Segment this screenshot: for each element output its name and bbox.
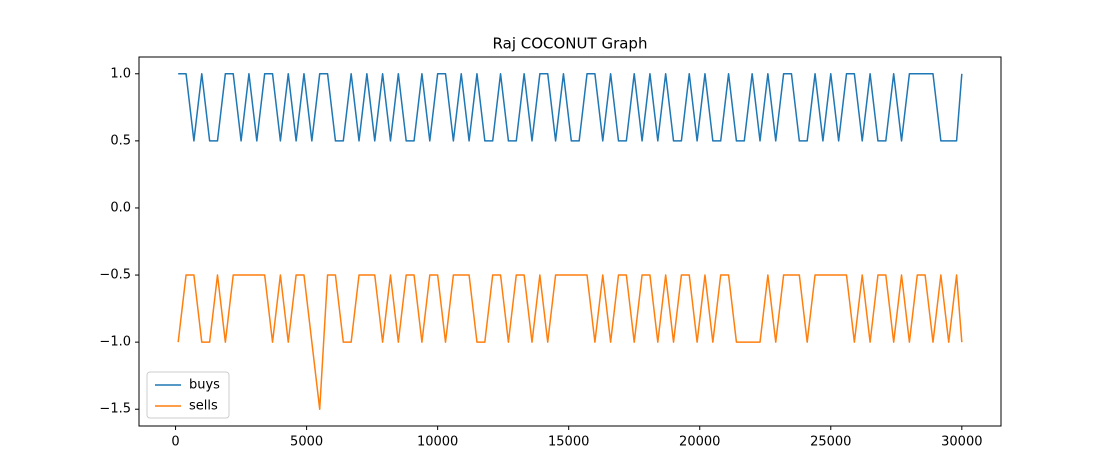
y-tick-label: 0.5 xyxy=(110,133,131,148)
y-tick-label: −1.5 xyxy=(99,402,131,417)
x-tick-label: 20000 xyxy=(679,435,720,450)
x-tick-label: 30000 xyxy=(941,435,982,450)
x-tick-label: 10000 xyxy=(417,435,458,450)
line-series xyxy=(177,274,963,410)
legend-label: sells xyxy=(189,399,218,414)
plot-frame xyxy=(138,56,1002,427)
x-tick-label: 25000 xyxy=(810,435,851,450)
x-tick-label: 0 xyxy=(171,435,179,450)
x-tick-label: 15000 xyxy=(548,435,589,450)
y-tick-label: −1.0 xyxy=(99,335,131,350)
legend: buys sells xyxy=(146,371,230,419)
y-tick-label: 1.0 xyxy=(110,66,131,81)
x-tick-label: 5000 xyxy=(290,435,323,450)
chart-title: Raj COCONUT Graph xyxy=(493,35,648,53)
y-tick-label: 0.0 xyxy=(110,200,131,215)
y-tick-label: −0.5 xyxy=(99,268,131,283)
legend-label: buys xyxy=(189,378,220,393)
line-series xyxy=(178,73,963,142)
